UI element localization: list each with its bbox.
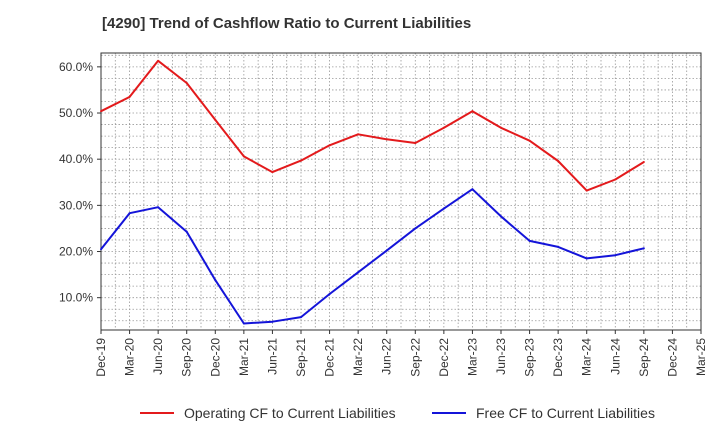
operating-cf-point [585, 189, 588, 192]
operating-cf-point [557, 160, 560, 163]
operating-cf-line [100, 59, 645, 192]
free-cf-point [385, 249, 388, 252]
series-lines [100, 59, 645, 325]
operating-cf-point [242, 155, 245, 158]
free-cf-point [328, 292, 331, 295]
operating-cf-point [642, 160, 645, 163]
operating-cf-point [300, 159, 302, 162]
y-tick-label: 40.0% [59, 152, 93, 166]
y-tick-label: 50.0% [59, 106, 93, 120]
operating-cf-point [442, 126, 445, 129]
x-tick-label: Dec-19 [94, 338, 108, 377]
x-tick-label: Jun-22 [380, 338, 394, 375]
free-cf-point [157, 206, 160, 209]
x-tick-label: Dec-20 [208, 338, 222, 377]
x-tick-label: Sep-22 [408, 338, 422, 377]
operating-cf-point [214, 118, 217, 121]
free-cf-point [500, 215, 502, 218]
x-tick-label: Dec-24 [665, 338, 679, 377]
operating-cf-point [271, 171, 274, 174]
x-tick-label: Dec-23 [551, 338, 565, 377]
free-cf-point [442, 207, 445, 210]
y-tick-label: 30.0% [59, 198, 93, 212]
chart-title: [4290] Trend of Cashflow Ratio to Curren… [102, 15, 472, 32]
operating-cf-point [100, 110, 102, 113]
operating-cf-point [471, 110, 474, 113]
free-cf-point [271, 320, 274, 323]
free-cf-point [614, 254, 617, 257]
x-tick-label: Jun-23 [494, 338, 508, 375]
x-tick-label: Sep-24 [637, 338, 651, 377]
x-tick-label: Sep-20 [180, 338, 194, 377]
operating-cf-point [185, 82, 188, 85]
free-cf-point [414, 227, 417, 230]
free-cf-point [214, 279, 217, 282]
free-cf-point [300, 316, 302, 319]
legend-item-operating-cf: Operating CF to Current Liabilities [140, 405, 396, 421]
grid [100, 53, 702, 330]
legend-swatch-free-cf [432, 412, 466, 414]
y-tick-label: 20.0% [59, 245, 93, 259]
x-tick-label: Sep-21 [294, 338, 308, 377]
x-tick-label: Mar-24 [580, 338, 594, 376]
operating-cf-point [128, 95, 131, 98]
x-tick-label: Mar-25 [694, 338, 708, 376]
x-tick-label: Mar-22 [351, 338, 365, 376]
x-tick-label: Mar-21 [237, 338, 251, 376]
free-cf-line [100, 188, 645, 325]
y-tick-label: 60.0% [59, 60, 93, 74]
legend-item-free-cf: Free CF to Current Liabilities [432, 405, 655, 421]
free-cf-point [585, 257, 588, 260]
x-tick-label: Dec-22 [437, 338, 451, 377]
operating-cf-point [414, 142, 417, 145]
x-tick-label: Dec-21 [323, 338, 337, 377]
free-cf-point [242, 322, 245, 325]
operating-cf-point [385, 138, 388, 141]
x-tick-label: Jun-20 [151, 338, 165, 375]
free-cf-point [128, 212, 131, 215]
operating-cf-point [528, 139, 531, 142]
free-cf-point [528, 239, 531, 242]
free-cf-point [557, 245, 560, 248]
legend-label-operating-cf: Operating CF to Current Liabilities [184, 405, 396, 421]
operating-cf-point [157, 59, 160, 62]
legend-label-free-cf: Free CF to Current Liabilities [476, 405, 655, 421]
x-tick-label: Mar-23 [465, 338, 479, 376]
y-tick-label: 10.0% [59, 291, 93, 305]
free-cf-point [642, 247, 645, 250]
operating-cf-point [328, 144, 331, 147]
free-cf-point [471, 188, 474, 191]
x-tick-label: Sep-23 [523, 338, 537, 377]
operating-cf-point [614, 178, 617, 181]
x-tick-label: Jun-21 [265, 338, 279, 375]
operating-cf-point [500, 126, 502, 129]
legend-swatch-operating-cf [140, 412, 174, 414]
operating-cf-point [357, 133, 360, 136]
free-cf-point [185, 230, 188, 233]
x-tick-label: Mar-20 [123, 338, 137, 376]
free-cf-point [100, 248, 102, 251]
plot-area-frame [100, 52, 702, 331]
axes: 10.0% 20.0% 30.0% 40.0% 50.0% 60.0% Dec-19 Mar-… [59, 52, 708, 377]
free-cf-point [357, 271, 360, 274]
x-tick-label: Jun-24 [608, 338, 622, 375]
